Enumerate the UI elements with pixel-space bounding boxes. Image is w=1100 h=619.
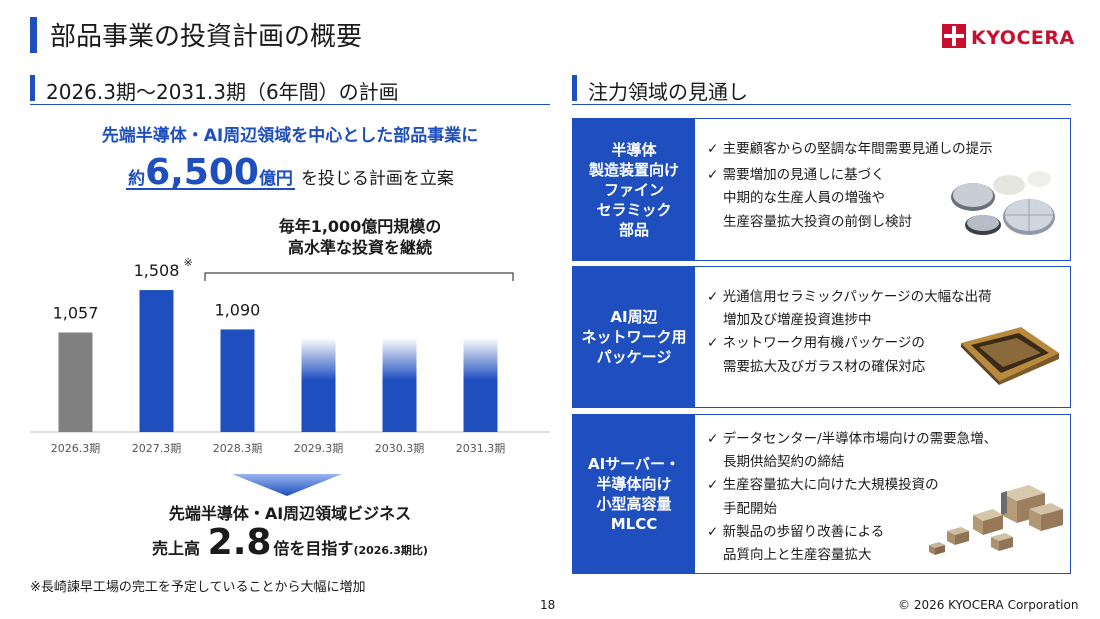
bullet-item: ✓ ネットワーク用有機パッケージの [707,335,925,351]
right-section-title: 注力領域の見通し [588,80,748,104]
bar-2026.3期 [58,332,93,432]
bullet-item: ✓ 需要増加の見通しに基づく [707,167,885,183]
bullet-continuation: 中期的な生産人員の増強や [723,190,885,206]
network-package-image [961,327,1059,385]
bar-2030.3期 [382,337,417,432]
right-section-bar [572,75,577,101]
title-accent-bar [30,17,37,53]
investment-callout: 毎年1,000億円規模の 高水準な投資を継続 [205,216,515,258]
bar-2029.3期 [301,337,336,432]
kyocera-logo: KYOCERA [942,24,1075,49]
bullet-item: ✓ 新製品の歩留り改善による [707,524,885,540]
x-tick-label: 2029.3期 [294,442,344,455]
target-value: 2.8 [207,522,272,563]
left-section-divider [30,104,550,105]
investment-bar-chart: 2026.3期 1,057 2027.3期 1,508 ※ 2028.3期 1,090 202… [30,256,550,455]
target-note: (2026.3期比) [353,544,428,557]
x-tick-label: 2030.3期 [375,442,425,455]
bar-2028.3期 [220,329,255,432]
copyright: © 2026 KYOCERA Corporation [898,598,1079,612]
x-tick-label: 2031.3期 [456,442,506,455]
bar-2031.3期 [463,337,498,432]
bar-2027.3期 [139,290,174,432]
check-icon: ✓ [707,141,723,157]
data-label-footnote-mark: ※ [184,256,193,269]
x-tick-label: 2028.3期 [213,442,263,455]
lead-rest-text: を投じる計画を立案 [300,169,454,189]
panel-semiconductor-ceramics: 半導体 製造装置向け ファイン セラミック 部品 ✓ 主要顧客からの堅調な年間需… [572,118,1071,261]
bullet-item: ✓ 主要顧客からの堅調な年間需要見通しの提示 [707,141,993,157]
panel-head: 半導体 製造装置向け ファイン セラミック 部品 [573,119,695,260]
check-icon: ✓ [707,524,723,540]
check-icon: ✓ [707,335,723,351]
x-tick-label: 2026.3期 [51,442,101,455]
lead-line-2: 約6,500億円 を投じる計画を立案 [30,152,550,193]
target-prefix: 売上高 [152,539,201,558]
data-label: 1,090 [215,300,261,319]
check-icon: ✓ [707,167,723,183]
page-title: 部品事業の投資計画の概要 [50,22,363,52]
bullet-item: ✓ データセンター/半導体市場向けの需要急増、 [707,431,998,447]
logo-text: KYOCERA [971,27,1075,49]
bullet-continuation: 需要拡大及びガラス材の確保対応 [723,359,926,375]
panel-head: AI周辺 ネットワーク用 パッケージ [573,267,695,407]
check-icon: ✓ [707,289,723,305]
bullet-item: ✓ 光通信用セラミックパッケージの大幅な出荷 [707,289,992,305]
panel-mlcc: AIサーバー・ 半導体向け 小型高容量 MLCC ✓ データセンター/半導体市場… [572,414,1071,574]
data-label: 1,508 [134,261,180,280]
left-section-bar [30,75,35,101]
x-tick-label: 2027.3期 [132,442,182,455]
right-section-divider [572,104,1071,105]
bullet-continuation: 増加及び増産投資進捗中 [723,312,872,328]
panel-ai-network-package: AI周辺 ネットワーク用 パッケージ ✓ 光通信用セラミックパッケージの大幅な出… [572,266,1071,408]
bullet-continuation: 手配開始 [723,501,777,517]
data-label: 1,057 [53,304,99,323]
panel-head: AIサーバー・ 半導体向け 小型高容量 MLCC [573,415,695,573]
business-line: 先端半導体・AI周辺領域ビジネス [168,504,412,523]
down-arrow-icon [232,474,342,496]
target-suffix: 倍を目指す [273,539,354,558]
lead-line-1: 先端半導体・AI周辺領域を中心とした部品事業に [101,126,479,146]
investment-amount: 約6,500億円 [126,152,295,193]
ceramic-parts-image [951,171,1055,235]
callout-bracket [204,272,514,281]
page-number: 18 [540,598,556,612]
callout-line-2: 高水準な投資を継続 [287,238,432,257]
bullet-continuation: 品質向上と生産容量拡大 [723,547,872,563]
sales-target: 売上高 2.8 倍を目指す(2026.3期比) [100,522,480,563]
check-icon: ✓ [707,431,723,447]
left-section-title: 2026.3期～2031.3期（6年間）の計画 [46,80,399,104]
ceramic-disc-white [993,175,1025,195]
footnote: ※長崎諫早工場の完工を予定していることから大幅に増加 [30,580,366,595]
check-icon: ✓ [707,477,723,493]
bullet-continuation: 長期供給契約の締結 [723,454,845,470]
bullet-continuation: 生産容量拡大投資の前倒し検討 [723,214,912,230]
bullet-item: ✓ 生産容量拡大に向けた大規模投資の [707,477,939,493]
callout-line-1: 毎年1,000億円規模の [278,217,442,236]
mlcc-chips-image [929,485,1063,555]
